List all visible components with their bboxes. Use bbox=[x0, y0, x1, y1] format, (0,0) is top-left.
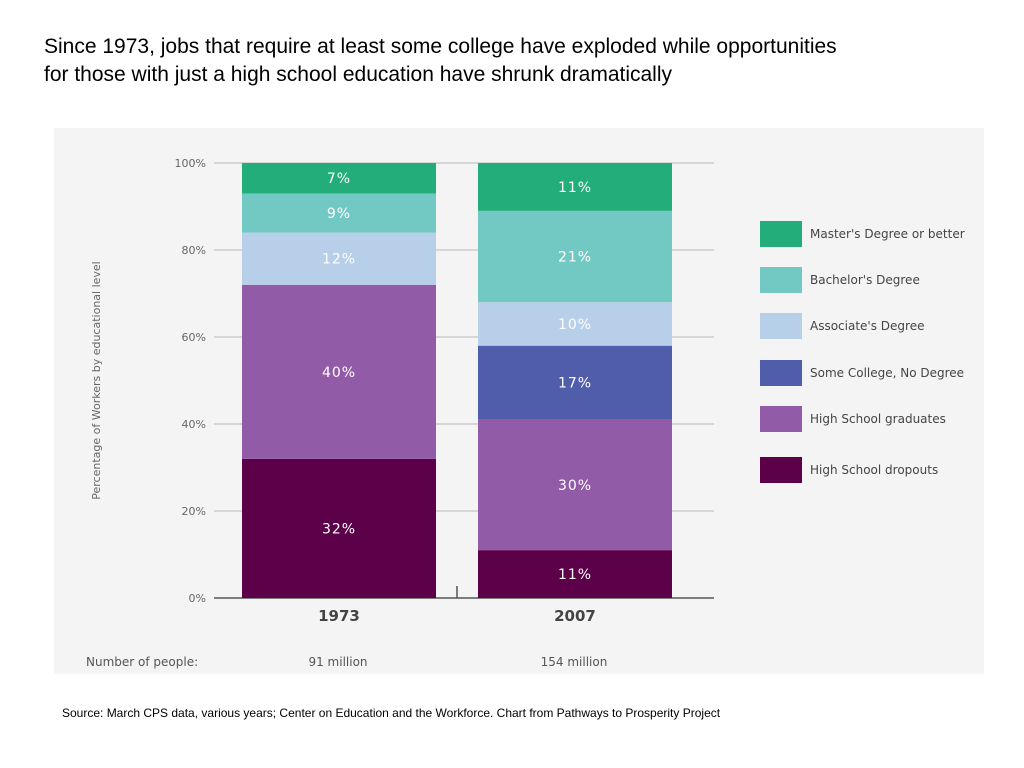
bar-segment-1973-master-s-degree-or-better bbox=[242, 163, 436, 194]
data-label: 11% bbox=[558, 180, 592, 196]
legend-label-high-school-dropouts: High School dropouts bbox=[810, 463, 938, 477]
y-tick-label: 20% bbox=[182, 505, 206, 518]
bar-segment-2007-high-school-dropouts bbox=[478, 550, 672, 598]
bar-segment-1973-bachelor-s-degree bbox=[242, 193, 436, 233]
data-label: 17% bbox=[558, 376, 592, 392]
legend-swatch-associate-s-degree bbox=[760, 313, 802, 339]
bar-segment-2007-some-college-no-degree bbox=[478, 345, 672, 420]
bar-segment-2007-bachelor-s-degree bbox=[478, 210, 672, 303]
bar-segment-1973-high-school-dropouts bbox=[242, 458, 436, 598]
data-label: 12% bbox=[322, 252, 356, 268]
slide-title-line-2: for those with just a high school educat… bbox=[44, 63, 673, 86]
x-category-label: 1973 bbox=[318, 607, 360, 625]
x-category-label: 2007 bbox=[554, 607, 596, 625]
people-row-label: Number of people: bbox=[86, 655, 198, 669]
legend-swatch-master-s-degree-or-better bbox=[760, 221, 802, 247]
legend-swatch-bachelor-s-degree bbox=[760, 267, 802, 293]
data-label: 30% bbox=[558, 478, 592, 494]
legend-label-master-s-degree-or-better: Master's Degree or better bbox=[810, 227, 965, 241]
y-tick-label: 60% bbox=[182, 331, 206, 344]
legend-label-bachelor-s-degree: Bachelor's Degree bbox=[810, 273, 920, 287]
legend-swatch-high-school-dropouts bbox=[760, 457, 802, 483]
data-label: 9% bbox=[327, 206, 351, 222]
slide-title: Since 1973, jobs that require at least s… bbox=[44, 33, 984, 89]
y-tick-label: 80% bbox=[182, 244, 206, 257]
source-note: Source: March CPS data, various years; C… bbox=[62, 706, 721, 720]
bar-segment-1973-associate-s-degree bbox=[242, 232, 436, 285]
bar-segment-1973-high-school-graduates bbox=[242, 284, 436, 459]
data-label: 11% bbox=[558, 567, 592, 583]
legend-swatch-some-college-no-degree bbox=[760, 360, 802, 386]
y-axis-label: Percentage of Workers by educational lev… bbox=[90, 261, 103, 499]
legend-label-associate-s-degree: Associate's Degree bbox=[810, 319, 924, 333]
data-label: 32% bbox=[322, 521, 356, 537]
data-label: 21% bbox=[558, 250, 592, 266]
data-label: 10% bbox=[558, 317, 592, 333]
people-count-value: 154 million bbox=[541, 655, 608, 669]
data-label: 40% bbox=[322, 365, 356, 381]
chart-panel: 0% 20% 40% 60% 80% 100% Percentage of Workers … bbox=[54, 128, 984, 674]
bar-segment-2007-master-s-degree-or-better bbox=[478, 163, 672, 211]
bar-segment-2007-high-school-graduates bbox=[478, 419, 672, 551]
y-tick-label: 100% bbox=[175, 157, 206, 170]
data-label: 7% bbox=[327, 171, 351, 187]
legend-swatch-high-school-graduates bbox=[760, 406, 802, 432]
y-tick-label: 0% bbox=[189, 592, 206, 605]
slide-title-line-1: Since 1973, jobs that require at least s… bbox=[44, 35, 837, 58]
stacked-bar-chart: 0% 20% 40% 60% 80% 100% Percentage of Workers … bbox=[86, 157, 965, 669]
bar-segment-2007-associate-s-degree bbox=[478, 302, 672, 346]
legend-label-high-school-graduates: High School graduates bbox=[810, 412, 946, 426]
legend-label-some-college-no-degree: Some College, No Degree bbox=[810, 366, 964, 380]
people-count-value: 91 million bbox=[308, 655, 367, 669]
y-tick-label: 40% bbox=[182, 418, 206, 431]
